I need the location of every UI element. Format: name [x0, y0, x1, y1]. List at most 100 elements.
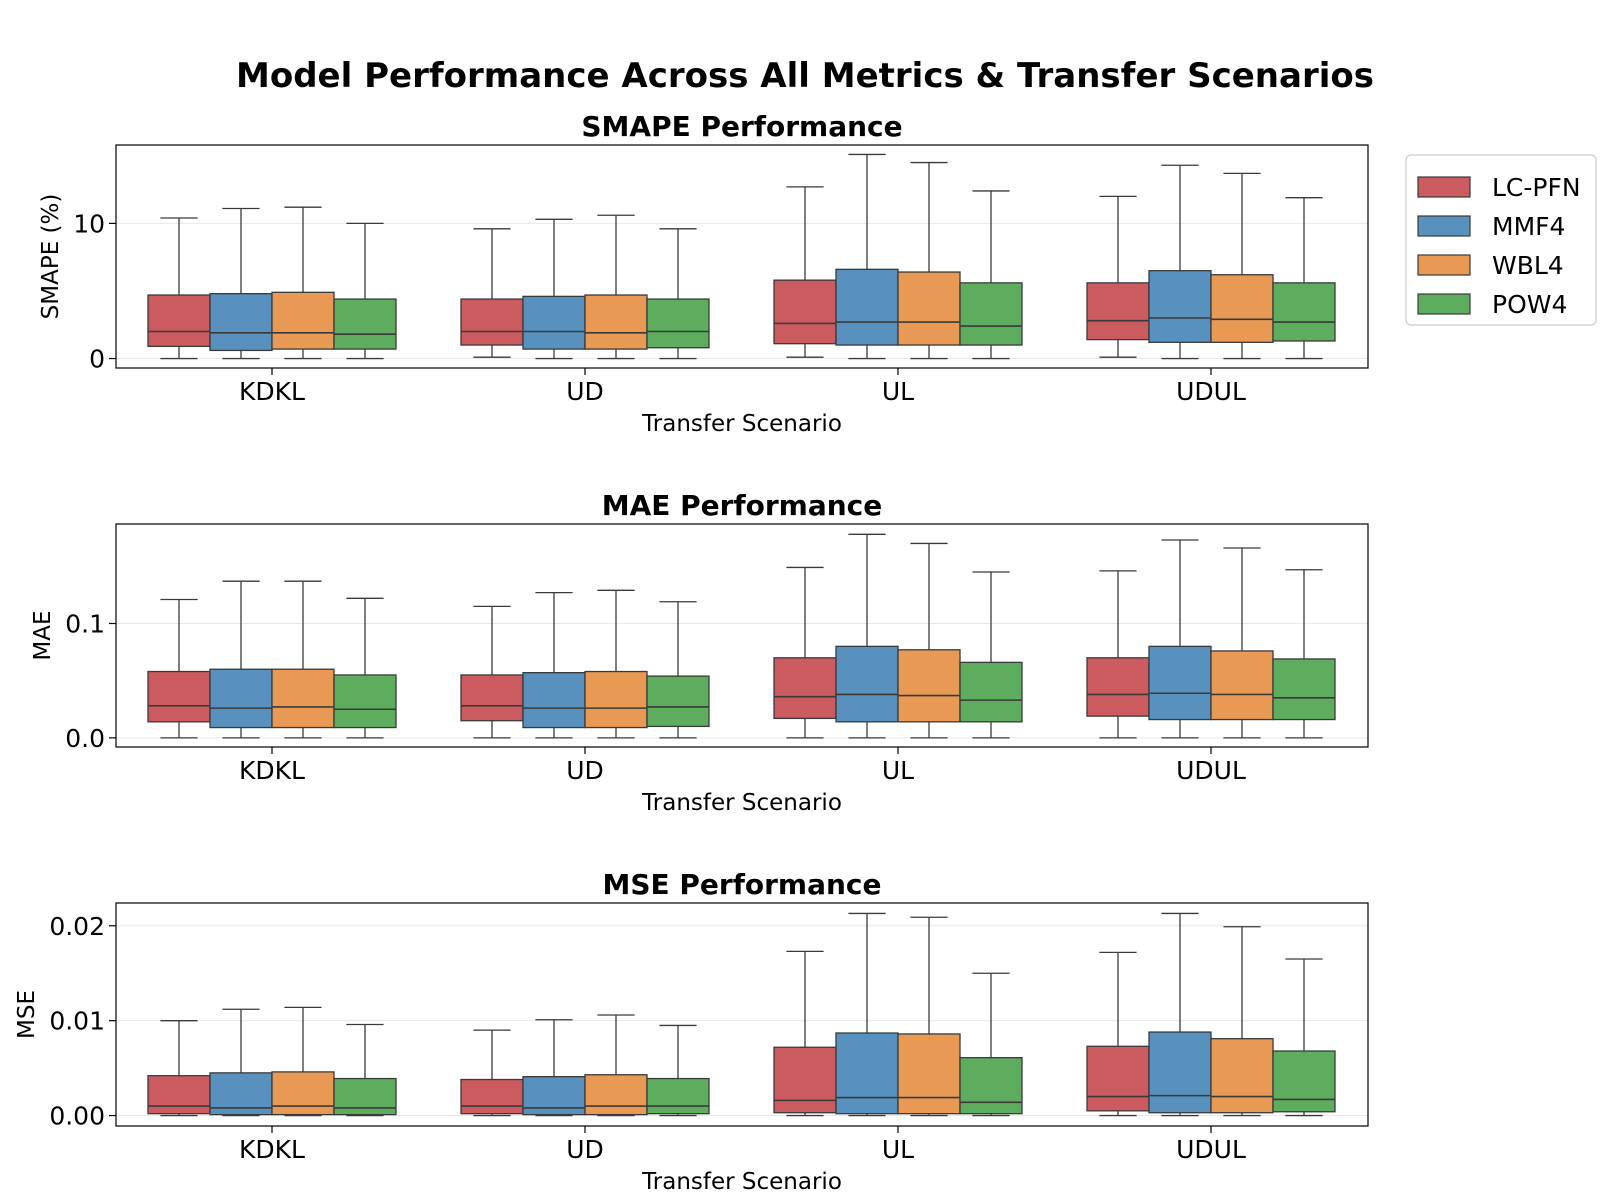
y-tick-label: 0.0 — [65, 724, 105, 753]
box-LC-PFN-UDUL — [1086, 570, 1150, 739]
x-tick-label: KDKL — [239, 756, 305, 785]
legend-label: WBL4 — [1492, 251, 1564, 280]
box-iqr — [959, 661, 1023, 723]
box-iqr — [522, 672, 586, 729]
x-tick-label: KDKL — [239, 1135, 305, 1164]
legend-swatch-POW4 — [1417, 293, 1471, 315]
box-iqr — [147, 1075, 211, 1115]
box-iqr — [835, 645, 899, 723]
box-iqr — [1210, 1038, 1274, 1114]
box-iqr — [209, 668, 273, 729]
box-WBL4-KDKL — [271, 580, 335, 739]
x-tick-label: UD — [566, 1135, 604, 1164]
box-LC-PFN-UL — [773, 186, 837, 358]
box-iqr — [897, 1033, 961, 1115]
x-axis-label: Transfer Scenario — [641, 790, 842, 816]
box-iqr — [835, 1032, 899, 1115]
box-WBL4-KDKL — [271, 1006, 335, 1117]
box-MMF4-UDUL — [1148, 539, 1212, 739]
x-tick-label: UDUL — [1176, 377, 1246, 406]
box-iqr — [959, 1057, 1023, 1115]
box-WBL4-UL — [897, 916, 961, 1117]
x-axis-label: Transfer Scenario — [641, 411, 842, 437]
box-iqr — [773, 657, 837, 720]
box-LC-PFN-KDKL — [147, 217, 211, 360]
box-MMF4-KDKL — [209, 580, 273, 739]
box-iqr — [1086, 657, 1150, 717]
box-iqr — [271, 668, 335, 729]
x-tick-label: UDUL — [1176, 756, 1246, 785]
legend: LC-PFN MMF4 WBL4 POW4 — [1405, 154, 1597, 326]
box-iqr — [584, 1074, 648, 1116]
box-iqr — [209, 293, 273, 352]
box-iqr — [460, 1078, 524, 1115]
box-iqr — [773, 1046, 837, 1114]
box-LC-PFN-UD — [460, 605, 524, 739]
box-iqr — [1148, 1031, 1212, 1114]
x-tick-label: UD — [566, 377, 604, 406]
box-iqr — [147, 670, 211, 723]
box-LC-PFN-KDKL — [147, 598, 211, 739]
box-WBL4-UD — [584, 214, 648, 360]
panel-title: SMAPE Performance — [581, 110, 902, 143]
box-LC-PFN-KDKL — [147, 1020, 211, 1117]
box-iqr — [271, 1071, 335, 1116]
x-axis-label: Transfer Scenario — [641, 1169, 842, 1195]
box-LC-PFN-UL — [773, 950, 837, 1117]
box-iqr — [584, 294, 648, 350]
box-iqr — [1148, 270, 1212, 343]
box-POW4-UD — [646, 1024, 710, 1117]
y-tick-label: 0.1 — [65, 609, 105, 638]
box-iqr — [773, 279, 837, 345]
box-LC-PFN-UD — [460, 228, 524, 358]
axes-frame — [115, 144, 1369, 369]
box-MMF4-UDUL — [1148, 912, 1212, 1117]
x-tick-label: UD — [566, 756, 604, 785]
panel-title: MSE Performance — [602, 868, 881, 901]
panel-title: MAE Performance — [602, 489, 883, 522]
legend-label: MMF4 — [1492, 212, 1565, 241]
legend-swatch-LC-PFN — [1417, 176, 1471, 198]
y-tick-label: 0 — [89, 345, 105, 374]
box-iqr — [646, 1077, 710, 1115]
box-WBL4-UDUL — [1210, 547, 1274, 739]
y-tick-label: 10 — [73, 209, 105, 238]
box-POW4-UL — [959, 571, 1023, 739]
y-axis-label: SMAPE (%) — [38, 194, 64, 320]
box-iqr — [522, 1076, 586, 1116]
x-tick-label: UL — [882, 756, 914, 785]
box-MMF4-UL — [835, 912, 899, 1117]
x-tick-label: UDUL — [1176, 1135, 1246, 1164]
box-WBL4-UL — [897, 542, 961, 739]
y-tick-label: 0.02 — [49, 912, 105, 941]
box-LC-PFN-UDUL — [1086, 195, 1150, 358]
box-iqr — [1148, 645, 1212, 721]
box-iqr — [1210, 274, 1274, 343]
x-tick-label: UL — [882, 1135, 914, 1164]
box-POW4-UDUL — [1272, 958, 1336, 1117]
legend-label: POW4 — [1492, 290, 1567, 319]
box-WBL4-UD — [584, 589, 648, 739]
box-POW4-UD — [646, 228, 710, 360]
box-LC-PFN-UD — [460, 1029, 524, 1117]
box-MMF4-UL — [835, 533, 899, 739]
box-LC-PFN-UL — [773, 566, 837, 739]
box-MMF4-KDKL — [209, 207, 273, 360]
box-iqr — [460, 674, 524, 722]
axes-frame — [115, 523, 1369, 748]
box-POW4-KDKL — [333, 1023, 397, 1117]
box-POW4-KDKL — [333, 597, 397, 739]
y-axis-label: MSE — [14, 990, 40, 1039]
box-iqr — [835, 268, 899, 346]
box-iqr — [646, 675, 710, 728]
box-MMF4-UD — [522, 1019, 586, 1117]
box-iqr — [522, 295, 586, 350]
figure-title: Model Performance Across All Metrics & T… — [236, 56, 1374, 96]
box-WBL4-UD — [584, 1014, 648, 1117]
box-LC-PFN-UDUL — [1086, 951, 1150, 1117]
box-iqr — [1272, 282, 1336, 342]
